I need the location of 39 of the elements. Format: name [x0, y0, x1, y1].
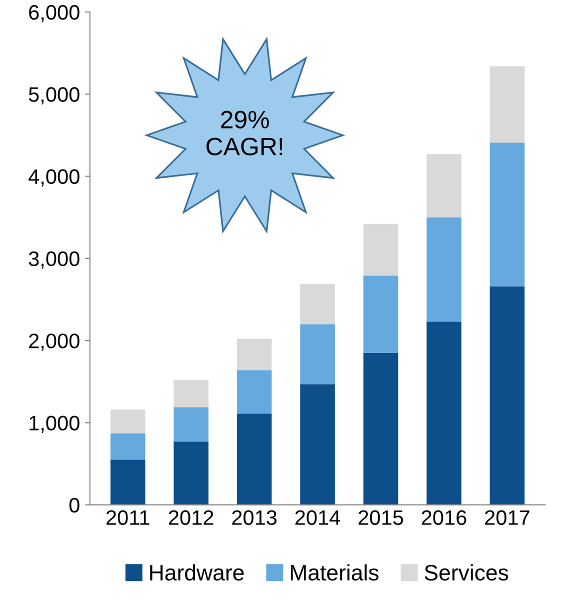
bar	[363, 224, 398, 276]
bar	[110, 460, 146, 505]
bar	[236, 414, 272, 505]
y-tick-label: 6,000	[29, 5, 80, 22]
bar	[426, 217, 462, 322]
y-tick-label: 2,000	[29, 334, 80, 351]
annotation: 29% CAGR!	[206, 110, 282, 156]
bar	[490, 286, 525, 505]
bar	[236, 338, 272, 370]
bar	[300, 284, 335, 324]
legend-label: Services	[424, 564, 508, 581]
bar	[236, 370, 272, 414]
bar	[110, 410, 146, 434]
bar	[363, 276, 398, 353]
bar	[110, 433, 146, 460]
x-tick-label: 2012	[168, 510, 214, 526]
bar	[490, 66, 525, 143]
x-tick-label: 2014	[295, 510, 340, 526]
bar	[300, 384, 335, 505]
y-tick-label: 4,000	[28, 169, 80, 187]
y-tick-label: 3,000	[28, 251, 80, 269]
x-tick-label: 2011	[106, 510, 150, 526]
bar	[174, 442, 208, 505]
bar	[174, 380, 208, 408]
bar	[426, 322, 462, 505]
bar	[363, 352, 398, 505]
legend-label: Materials	[290, 564, 378, 581]
bar	[490, 142, 525, 286]
x-tick-label: 2015	[358, 510, 404, 526]
bar	[300, 324, 335, 384]
bar	[426, 154, 462, 218]
y-tick-label: 0	[69, 498, 80, 513]
x-tick-label: 2017	[485, 510, 530, 526]
legend-label: Hardware	[150, 564, 244, 581]
y-tick-label: 1,000	[30, 416, 80, 433]
x-tick-label: 2013	[232, 510, 277, 526]
y-tick-label: 5,000	[28, 87, 80, 104]
bar	[174, 407, 208, 442]
x-tick-label: 2016	[422, 510, 466, 526]
